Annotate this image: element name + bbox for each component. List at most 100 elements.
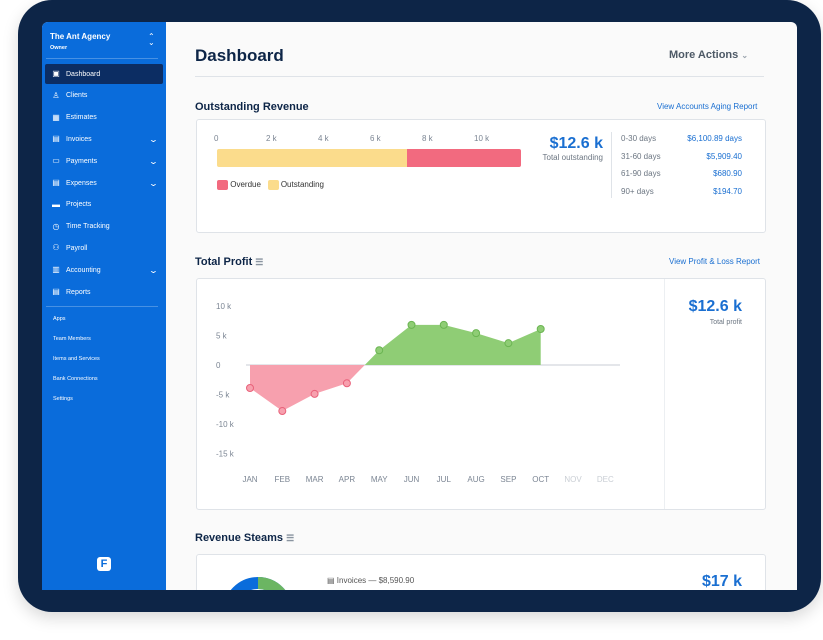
invoices-stream-label: Invoices — $8,590.90 bbox=[336, 576, 415, 585]
data-point-sep[interactable] bbox=[504, 339, 513, 348]
chevron-down-icon[interactable]: ⌄ bbox=[148, 156, 159, 166]
revenue-total: $17 k bbox=[701, 573, 742, 590]
aging-range: 90+ days bbox=[621, 187, 654, 197]
data-point-jun[interactable] bbox=[407, 320, 416, 329]
data-point-mar[interactable] bbox=[310, 389, 319, 398]
clients-icon: ♙ bbox=[52, 90, 60, 100]
sidebar-link-items-and-services[interactable]: Items and Services bbox=[53, 356, 100, 362]
x-tick: JAN bbox=[242, 475, 257, 484]
x-tick: JUL bbox=[437, 475, 452, 484]
chevron-down-icon[interactable]: ⌄ bbox=[148, 178, 159, 188]
sidebar-item-clients[interactable]: ♙ Clients bbox=[45, 86, 163, 106]
x-tick: APR bbox=[339, 475, 356, 484]
estimates-icon: ▦ bbox=[52, 112, 60, 122]
sidebar-item-projects[interactable]: ▬ Projects bbox=[45, 195, 163, 215]
x-tick: AUG bbox=[467, 475, 484, 484]
data-point-may[interactable] bbox=[375, 346, 384, 355]
profit-loss-link[interactable]: View Profit & Loss Report bbox=[669, 257, 761, 266]
invoice-icon: ▤ bbox=[327, 576, 335, 585]
report-icon: ▤ bbox=[52, 287, 60, 296]
wallet-icon: ▭ bbox=[52, 156, 60, 166]
data-point-oct[interactable] bbox=[536, 325, 545, 334]
legend-overdue: Overdue bbox=[230, 180, 261, 190]
outstanding-title: Outstanding Revenue bbox=[195, 101, 309, 113]
sidebar-item-dashboard[interactable]: ▣ Dashboard bbox=[45, 64, 163, 84]
aging-report-link[interactable]: View Accounts Aging Report bbox=[657, 102, 758, 111]
sidebar-link-team-members[interactable]: Team Members bbox=[53, 336, 91, 342]
x-tick: NOV bbox=[564, 475, 582, 484]
area-negative bbox=[250, 365, 541, 412]
axis-tick: 0 bbox=[214, 134, 219, 143]
sidebar-link-bank-connections[interactable]: Bank Connections bbox=[53, 376, 98, 382]
sidebar-item-label: Payroll bbox=[66, 244, 88, 252]
filter-icon[interactable]: ☰ bbox=[255, 257, 264, 267]
sidebar-item-accounting[interactable]: ▥ Accounting ⌄ bbox=[45, 260, 163, 280]
org-name: The Ant Agency bbox=[50, 32, 111, 41]
org-switcher[interactable]: The Ant Agency Owner bbox=[50, 32, 110, 51]
sidebar-item-estimates[interactable]: ▦ Estimates bbox=[45, 108, 163, 128]
y-tick: 5 k bbox=[216, 332, 228, 341]
aging-range: 61-90 days bbox=[621, 169, 661, 179]
sidebar-item-label: Expenses bbox=[66, 179, 97, 187]
org-role: Owner bbox=[50, 45, 68, 51]
axis-tick: 2 k bbox=[266, 134, 277, 143]
revenue-card bbox=[196, 554, 766, 590]
app-screen: The Ant Agency Owner ⌃ ⌄ ▣ Dashboard ♙ Client… bbox=[42, 22, 797, 590]
sidebar-item-invoices[interactable]: ▤ Invoices ⌄ bbox=[45, 129, 163, 149]
aging-range: 0-30 days bbox=[621, 134, 657, 143]
divider bbox=[611, 132, 612, 198]
total-profit-label: Total profit bbox=[709, 319, 742, 326]
chevron-down-icon[interactable]: ⌄ bbox=[148, 134, 159, 144]
aging-amount[interactable]: $680.90 bbox=[713, 169, 742, 179]
outstanding-card bbox=[196, 119, 766, 233]
data-point-jul[interactable] bbox=[439, 320, 448, 329]
aging-amount[interactable]: $194.70 bbox=[713, 187, 742, 197]
data-point-jan[interactable] bbox=[246, 384, 254, 393]
profit-chart: 10 k 5 k 0 -5 k -10 k -15 k JAN FEB MAR APR MAY JUN… bbox=[216, 302, 620, 484]
clock-icon: ◷ bbox=[52, 221, 60, 231]
y-tick: -5 k bbox=[216, 391, 230, 400]
sidebar-item-label: Clients bbox=[66, 92, 88, 100]
sidebar-item-label: Projects bbox=[66, 201, 92, 209]
sidebar-item-label: Accounting bbox=[66, 266, 101, 274]
sidebar-link-settings[interactable]: Settings bbox=[53, 396, 73, 402]
x-tick: MAR bbox=[306, 475, 324, 484]
more-actions-label: More Actions bbox=[669, 49, 739, 61]
sidebar-item-expenses[interactable]: ▤ Expenses ⌄ bbox=[45, 173, 163, 193]
chevron-updown-icon[interactable]: ⌃ ⌄ bbox=[148, 32, 155, 47]
sidebar-item-label: Reports bbox=[66, 288, 91, 296]
data-point-apr[interactable] bbox=[342, 379, 351, 388]
y-tick: -15 k bbox=[216, 450, 235, 459]
area-positive bbox=[250, 324, 541, 365]
ledger-icon: ▥ bbox=[52, 265, 60, 275]
sidebar-link-apps[interactable]: Apps bbox=[53, 316, 66, 322]
divider bbox=[46, 58, 158, 59]
aging-range: 31-60 days bbox=[621, 151, 661, 161]
sidebar-item-label: Time Tracking bbox=[66, 223, 110, 231]
aging-amount[interactable]: $6,100.89 days bbox=[687, 134, 742, 143]
page-title: Dashboard bbox=[195, 46, 284, 65]
total-outstanding-label: Total outstanding bbox=[542, 153, 604, 162]
y-tick: -10 k bbox=[216, 420, 235, 429]
sidebar-item-payments[interactable]: ▭ Payments ⌄ bbox=[45, 151, 163, 171]
sidebar-item-payroll[interactable]: ⚇ Payroll bbox=[45, 238, 163, 258]
data-point-feb[interactable] bbox=[278, 407, 287, 416]
divider bbox=[664, 279, 665, 509]
x-tick: JUN bbox=[404, 475, 420, 484]
data-point-aug[interactable] bbox=[472, 329, 481, 338]
legend-swatch-overdue bbox=[217, 180, 228, 190]
invoice-icon: ▤ bbox=[52, 134, 60, 144]
more-actions-button[interactable]: More Actions ⌄ bbox=[669, 49, 748, 61]
divider bbox=[195, 76, 764, 77]
revenue-donut bbox=[230, 577, 286, 590]
divider bbox=[46, 306, 158, 307]
axis-tick: 6 k bbox=[370, 134, 381, 143]
sidebar-item-reports[interactable]: ▤ Reports bbox=[45, 282, 163, 302]
chevron-down-icon[interactable]: ⌄ bbox=[148, 265, 159, 275]
axis-tick: 8 k bbox=[422, 134, 433, 143]
filter-icon[interactable]: ☰ bbox=[286, 533, 295, 543]
y-tick: 0 bbox=[216, 361, 221, 370]
sidebar-item-time-tracking[interactable]: ◷ Time Tracking bbox=[45, 217, 163, 237]
sidebar: The Ant Agency Owner ⌃ ⌄ ▣ Dashboard ♙ Client… bbox=[42, 22, 166, 590]
aging-amount[interactable]: $5,909.40 bbox=[706, 151, 742, 161]
